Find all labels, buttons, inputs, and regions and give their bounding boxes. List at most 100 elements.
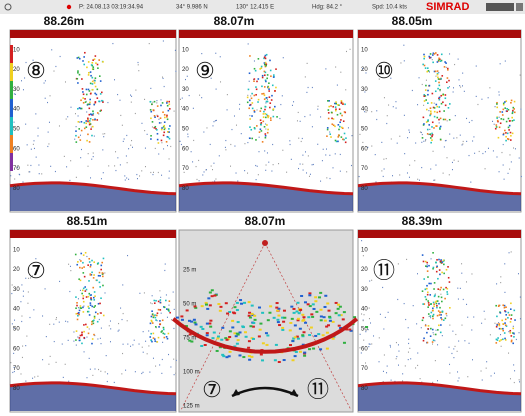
depth-scale-label: 40	[13, 307, 20, 313]
noise	[124, 138, 125, 139]
echo	[99, 303, 101, 305]
noise	[279, 118, 280, 119]
echo	[427, 306, 429, 308]
noise	[449, 86, 450, 87]
noise	[312, 87, 313, 88]
echo	[80, 260, 82, 262]
echo	[445, 313, 447, 315]
echo	[163, 125, 165, 127]
echo	[507, 317, 509, 319]
depth-readout: 88.07m	[214, 14, 255, 28]
noise	[173, 291, 174, 292]
sonar-echo	[211, 289, 214, 291]
echo	[496, 117, 498, 119]
echo	[433, 305, 435, 307]
noise	[359, 134, 360, 135]
noise	[64, 156, 65, 157]
echo	[428, 325, 430, 327]
latitude: 34° 9.986 N	[176, 5, 208, 11]
echo	[169, 138, 171, 140]
echo	[442, 94, 444, 96]
depth-scale-label: 40	[13, 107, 20, 113]
noise	[379, 337, 380, 338]
echo	[343, 120, 345, 122]
echo	[83, 331, 85, 333]
noise	[22, 181, 23, 182]
echo	[93, 334, 95, 336]
noise	[239, 108, 240, 109]
noise	[31, 149, 32, 150]
sonar-echo	[248, 315, 251, 317]
echo	[431, 133, 433, 135]
echo	[505, 306, 507, 308]
noise	[520, 318, 521, 319]
noise	[466, 141, 467, 142]
sonar-echo	[343, 311, 346, 313]
sonar-echo	[320, 315, 323, 317]
noise	[373, 335, 374, 336]
sonar-echo	[278, 361, 281, 363]
echo	[449, 103, 451, 105]
sonar-echo	[329, 320, 332, 322]
noise	[297, 120, 298, 121]
echo	[427, 291, 429, 293]
echo	[93, 299, 95, 301]
echo	[427, 276, 429, 278]
echo	[251, 115, 253, 117]
sonar-echo	[194, 322, 197, 324]
echo	[76, 313, 78, 315]
sonar-echo	[332, 338, 335, 340]
echo	[265, 133, 267, 135]
sonar-echo	[310, 327, 313, 329]
sonar-echo	[338, 325, 341, 327]
beam-number: ⑧	[26, 58, 46, 83]
sonar-echo	[231, 326, 234, 328]
echo	[425, 67, 427, 69]
noise	[149, 371, 150, 372]
noise	[170, 366, 171, 367]
noise	[68, 264, 69, 265]
noise	[94, 368, 95, 369]
echo	[442, 101, 444, 103]
echo	[160, 105, 162, 107]
echo	[260, 110, 262, 112]
noise	[93, 152, 94, 153]
noise	[84, 351, 85, 352]
noise	[376, 110, 377, 111]
noise	[398, 365, 399, 366]
noise	[434, 103, 435, 104]
noise	[60, 56, 61, 57]
noise	[86, 111, 87, 112]
echo	[431, 312, 433, 314]
noise	[391, 138, 392, 139]
echo	[99, 275, 101, 277]
echo	[265, 135, 267, 137]
noise	[329, 155, 330, 156]
noise	[464, 340, 465, 341]
echo	[335, 110, 337, 112]
noise	[423, 141, 424, 142]
noise	[59, 281, 60, 282]
noise	[188, 136, 189, 137]
echo	[512, 107, 514, 109]
noise	[65, 364, 66, 365]
echo	[440, 332, 442, 334]
echo	[88, 74, 90, 76]
echo	[268, 88, 270, 90]
sonar-echo	[304, 301, 307, 303]
echo	[435, 90, 437, 92]
echo	[512, 110, 514, 112]
noise	[457, 288, 458, 289]
noise	[265, 102, 266, 103]
noise	[494, 373, 495, 374]
echo	[78, 312, 80, 314]
noise	[330, 178, 331, 179]
echo	[89, 102, 91, 104]
echo	[342, 103, 344, 105]
sonar-echo	[248, 312, 251, 314]
echo	[335, 103, 337, 105]
noise	[78, 307, 79, 308]
echo	[265, 106, 267, 108]
sonar-echo	[176, 317, 179, 319]
echo	[88, 293, 90, 295]
